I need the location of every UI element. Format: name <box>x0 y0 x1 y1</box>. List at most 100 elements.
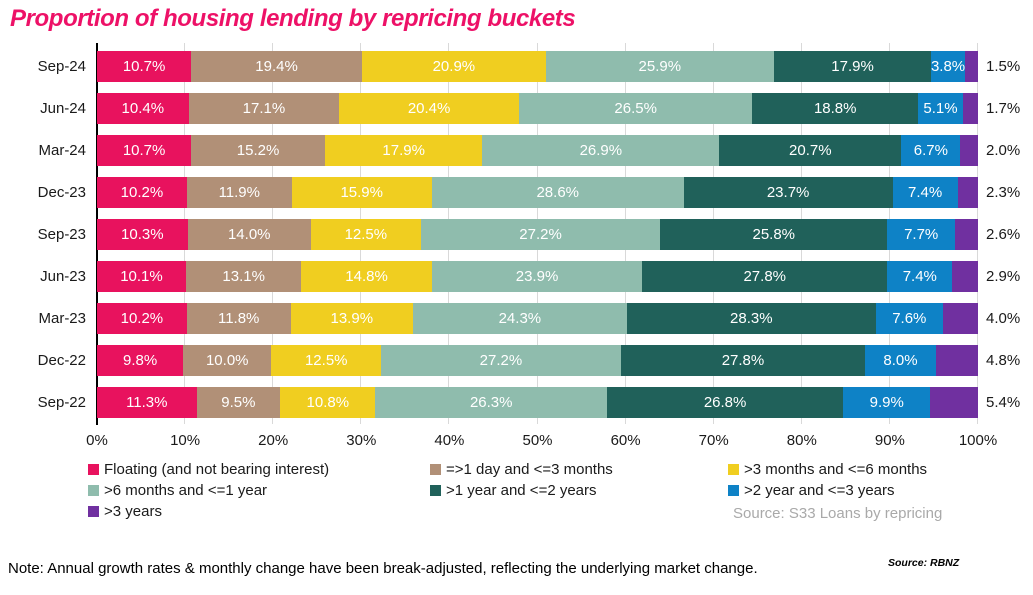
bar-segment[interactable]: 7.7% <box>887 218 956 250</box>
category-label: Sep-24 <box>37 57 86 75</box>
bar-segment[interactable]: 13.9% <box>290 302 413 334</box>
bar-segment[interactable] <box>935 344 978 376</box>
bar-segment[interactable]: 26.5% <box>518 92 753 124</box>
bar-segment[interactable]: 9.9% <box>843 386 931 418</box>
bar-segment[interactable]: 27.8% <box>642 260 888 292</box>
bar-segment[interactable] <box>957 176 978 208</box>
segment-value-label: 9.5% <box>221 393 256 411</box>
bar-segment[interactable]: 23.7% <box>683 176 893 208</box>
bar-segment[interactable]: 11.9% <box>186 176 292 208</box>
bar-segment[interactable]: 26.9% <box>482 134 720 166</box>
chart-row: Sep-22 11.3% 9.5% 10.8% 26.3% 26.8% 9.9% 5.4% <box>0 381 1033 423</box>
legend-swatch-icon <box>88 464 99 475</box>
legend-item[interactable]: >6 months and <=1 year <box>88 480 329 501</box>
bar-segment[interactable]: 12.5% <box>310 218 421 250</box>
segment-value-label: 6.7% <box>913 141 948 159</box>
bar-segment[interactable]: 8.0% <box>865 344 936 376</box>
bar-segment[interactable]: 11.8% <box>186 302 291 334</box>
bar-segment[interactable]: 14.0% <box>187 218 311 250</box>
bar-segment[interactable]: 9.8% <box>97 344 184 376</box>
bar-segment[interactable] <box>955 218 978 250</box>
bar-segment[interactable]: 5.1% <box>918 92 963 124</box>
segment-value-label: 5.1% <box>923 99 958 117</box>
bar-segment[interactable]: 14.8% <box>301 260 432 292</box>
legend-label: >1 year and <=2 years <box>446 482 597 499</box>
bar-segment[interactable] <box>962 92 978 124</box>
bar-segment[interactable]: 27.8% <box>620 344 866 376</box>
bar-segment[interactable]: 10.2% <box>97 176 187 208</box>
legend-item[interactable]: >3 years <box>88 501 329 522</box>
legend-item[interactable]: >3 months and <=6 months <box>728 459 927 480</box>
bar-segment[interactable]: 10.8% <box>280 386 376 418</box>
bar-segment[interactable]: 17.1% <box>188 92 340 124</box>
x-axis-tick: 100% <box>958 432 998 449</box>
segment-value-label: 14.0% <box>227 225 271 243</box>
bar-segment[interactable]: 10.0% <box>183 344 272 376</box>
segment-value-label: 26.8% <box>703 393 747 411</box>
bar-segment[interactable] <box>952 260 978 292</box>
bar-segment[interactable]: 28.3% <box>626 302 876 334</box>
bar-segment[interactable]: 28.6% <box>431 176 684 208</box>
category-label: Mar-24 <box>38 141 86 159</box>
bar-segment[interactable]: 12.5% <box>271 344 382 376</box>
bar-segment[interactable]: 23.9% <box>431 260 643 292</box>
bar-segment[interactable]: 27.2% <box>381 344 621 376</box>
x-axis-labels: 0% 10% 20% 30% 40% 50% 60% 70% 80% 90% 100% <box>86 432 997 452</box>
legend-item[interactable]: =>1 day and <=3 months <box>430 459 613 480</box>
category-label: Jun-23 <box>40 267 86 285</box>
legend-item[interactable]: Floating (and not bearing interest) <box>88 459 329 480</box>
legend-item[interactable]: >1 year and <=2 years <box>430 480 613 501</box>
legend-item[interactable]: >2 year and <=3 years <box>728 480 927 501</box>
bar-segment[interactable]: 10.7% <box>97 50 192 82</box>
bar-segment[interactable]: 7.4% <box>892 176 958 208</box>
category-label: Jun-24 <box>40 99 86 117</box>
bar-segment[interactable] <box>930 386 978 418</box>
bar-segment[interactable]: 10.2% <box>97 302 187 334</box>
bar-segment[interactable]: 15.2% <box>191 134 325 166</box>
bar-segment[interactable]: 10.7% <box>97 134 192 166</box>
bar-segment[interactable]: 25.8% <box>660 218 888 250</box>
bar-segment[interactable]: 19.4% <box>191 50 362 82</box>
bar-track: 10.2% 11.8% 13.9% 24.3% 28.3% 7.6% <box>97 302 978 334</box>
bar-segment[interactable] <box>964 50 978 82</box>
bar-segment[interactable]: 6.7% <box>901 134 961 166</box>
segment-value-label: 25.8% <box>752 225 796 243</box>
segment-value-label: 28.3% <box>730 309 773 327</box>
segment-value-label: 13.1% <box>222 267 265 285</box>
bar-segment[interactable]: 18.8% <box>752 92 919 124</box>
bar-segment[interactable]: 27.2% <box>420 218 661 250</box>
segment-value-label: 20.4% <box>407 99 451 117</box>
bar-segment[interactable]: 3.8% <box>931 50 965 82</box>
bar-segment[interactable]: 13.1% <box>185 260 302 292</box>
bar-segment[interactable]: 20.7% <box>719 134 902 166</box>
bar-segment[interactable]: 10.3% <box>97 218 188 250</box>
bar-segment[interactable]: 11.3% <box>97 386 197 418</box>
segment-value-label: 7.7% <box>904 225 939 243</box>
bar-segment[interactable]: 20.9% <box>361 50 546 82</box>
bar-segment[interactable]: 15.9% <box>291 176 432 208</box>
bar-segment[interactable]: 17.9% <box>773 50 932 82</box>
chart-row: Jun-24 10.4% 17.1% 20.4% 26.5% 18.8% 5.1% 1.7% <box>0 87 1033 129</box>
outside-value-label: 4.8% <box>986 351 1021 369</box>
segment-value-label: 10.2% <box>120 309 164 327</box>
bar-segment[interactable]: 7.6% <box>875 302 943 334</box>
bar-segment[interactable] <box>960 134 978 166</box>
segment-value-label: 11.3% <box>126 393 168 411</box>
bar-segment[interactable]: 26.8% <box>607 386 844 418</box>
segment-value-label: 9.8% <box>123 351 158 369</box>
segment-value-label: 10.8% <box>306 393 350 411</box>
segment-value-label: 10.7% <box>122 141 166 159</box>
bar-segment[interactable]: 9.5% <box>196 386 281 418</box>
bar-segment[interactable]: 17.9% <box>324 134 483 166</box>
legend-swatch-icon <box>430 464 441 475</box>
bar-segment[interactable]: 20.4% <box>339 92 519 124</box>
bar-segment[interactable]: 7.4% <box>887 260 953 292</box>
bar-segment[interactable]: 25.9% <box>545 50 774 82</box>
bar-segment[interactable]: 24.3% <box>412 302 627 334</box>
bar-segment[interactable]: 10.4% <box>97 92 189 124</box>
bar-segment[interactable] <box>942 302 978 334</box>
bar-segment[interactable]: 26.3% <box>375 386 608 418</box>
segment-value-label: 12.5% <box>344 225 388 243</box>
bar-segment[interactable]: 10.1% <box>97 260 186 292</box>
